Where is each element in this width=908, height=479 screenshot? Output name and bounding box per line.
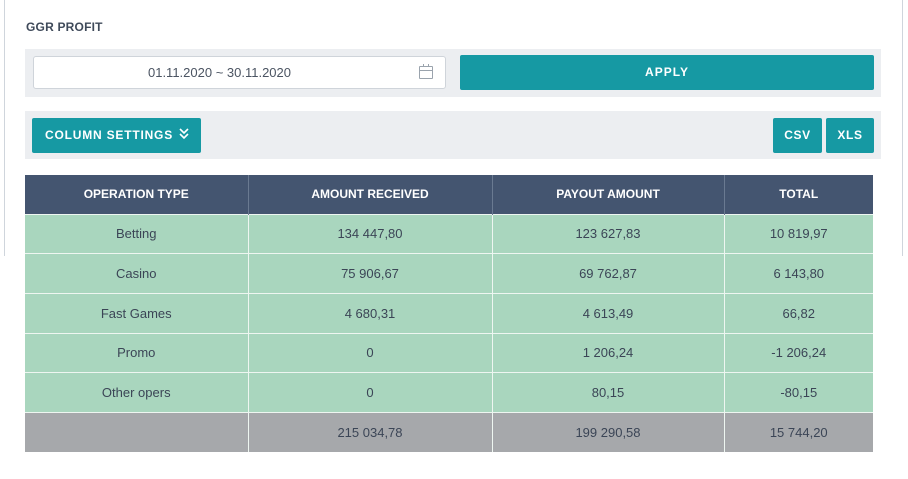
operation-type-cell: Fast Games bbox=[25, 292, 249, 334]
amount-received-cell: 134 447,80 bbox=[248, 213, 493, 254]
table-row: Fast Games 4 680,31 4 613,49 66,82 bbox=[25, 292, 873, 334]
amount-received-cell: 4 680,31 bbox=[248, 292, 493, 334]
column-settings-button[interactable]: COLUMN SETTINGS bbox=[32, 118, 201, 153]
calendar-icon[interactable] bbox=[419, 64, 433, 79]
table-header-row: OPERATION TYPE AMOUNT RECEIVED PAYOUT AM… bbox=[25, 175, 873, 214]
total-cell: 10 819,97 bbox=[724, 213, 873, 254]
table-row: Promo 0 1 206,24 -1 206,24 bbox=[25, 332, 873, 373]
filter-bar: 01.11.2020 ~ 30.11.2020 APPLY bbox=[25, 49, 881, 97]
date-range-input[interactable]: 01.11.2020 ~ 30.11.2020 bbox=[33, 56, 446, 89]
csv-export-button[interactable]: CSV bbox=[773, 118, 822, 153]
payout-amount-cell: 69 762,87 bbox=[492, 253, 725, 294]
payout-amount-cell: 123 627,83 bbox=[492, 213, 725, 254]
ggr-profit-table: OPERATION TYPE AMOUNT RECEIVED PAYOUT AM… bbox=[25, 175, 873, 453]
total-cell: 66,82 bbox=[724, 292, 873, 334]
totals-label-cell bbox=[25, 411, 249, 453]
column-header-amount-received[interactable]: AMOUNT RECEIVED bbox=[248, 175, 493, 214]
right-border-line bbox=[902, 0, 903, 256]
settings-bar: COLUMN SETTINGS CSV XLS bbox=[25, 111, 881, 159]
date-range-value: 01.11.2020 ~ 30.11.2020 bbox=[147, 65, 291, 80]
total-cell: 6 143,80 bbox=[724, 253, 873, 294]
left-border-line bbox=[4, 0, 5, 256]
payout-amount-cell: 80,15 bbox=[492, 372, 725, 413]
column-header-total[interactable]: TOTAL bbox=[724, 175, 873, 214]
operation-type-cell: Promo bbox=[25, 332, 249, 373]
xls-export-button[interactable]: XLS bbox=[826, 118, 874, 153]
operation-type-cell: Betting bbox=[25, 213, 249, 254]
payout-amount-cell: 1 206,24 bbox=[492, 332, 725, 373]
column-header-operation-type[interactable]: OPERATION TYPE bbox=[25, 175, 249, 214]
apply-button[interactable]: APPLY bbox=[460, 55, 874, 90]
table-row: Other opers 0 80,15 -80,15 bbox=[25, 372, 873, 413]
totals-row: 215 034,78 199 290,58 15 744,20 bbox=[25, 411, 873, 453]
amount-received-cell: 75 906,67 bbox=[248, 253, 493, 294]
column-header-payout-amount[interactable]: PAYOUT AMOUNT bbox=[492, 175, 725, 214]
grand-total-cell: 15 744,20 bbox=[724, 411, 873, 453]
table-row: Casino 75 906,67 69 762,87 6 143,80 bbox=[25, 253, 873, 294]
total-amount-received-cell: 215 034,78 bbox=[248, 411, 493, 453]
page-title: GGR PROFIT bbox=[26, 20, 103, 34]
column-settings-label: COLUMN SETTINGS bbox=[45, 128, 173, 142]
total-cell: -80,15 bbox=[724, 372, 873, 413]
operation-type-cell: Casino bbox=[25, 253, 249, 294]
operation-type-cell: Other opers bbox=[25, 372, 249, 413]
total-payout-amount-cell: 199 290,58 bbox=[492, 411, 725, 453]
total-cell: -1 206,24 bbox=[724, 332, 873, 373]
amount-received-cell: 0 bbox=[248, 332, 493, 373]
payout-amount-cell: 4 613,49 bbox=[492, 292, 725, 334]
chevrons-down-icon bbox=[179, 128, 189, 140]
amount-received-cell: 0 bbox=[248, 372, 493, 413]
table-row: Betting 134 447,80 123 627,83 10 819,97 bbox=[25, 213, 873, 254]
